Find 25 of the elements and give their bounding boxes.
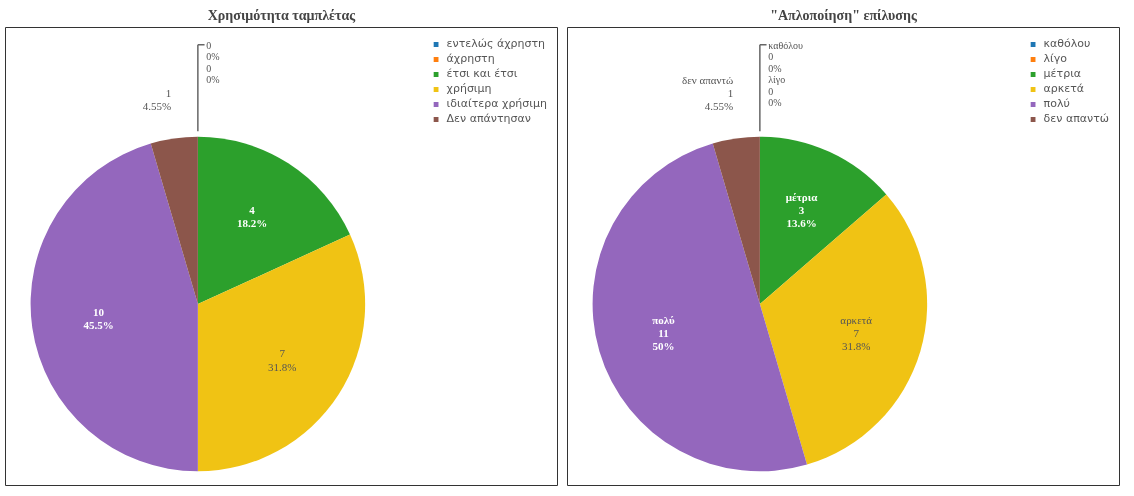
legend-label: Δεν απάντησαν	[446, 112, 531, 125]
legend-label: μέτρια	[1043, 67, 1082, 80]
legend-label: λίγο	[1043, 52, 1068, 65]
data-label: δεν απαντώ 1 4.55%	[681, 74, 734, 113]
text: λίγο 0 0%	[768, 74, 786, 109]
legend-label: δεν απαντώ	[1043, 112, 1109, 125]
data-label: 4 18.2%	[237, 204, 268, 230]
legend-label: χρήσιμη	[446, 82, 492, 95]
legend-label: εντελώς άχρηστη	[446, 37, 546, 50]
legend-label: ιδιαίτερα χρήσιμη	[446, 97, 547, 110]
legend-label: αρκετά	[1043, 82, 1085, 95]
legend-label: έτσι και έτσι	[446, 67, 518, 80]
text: 0 0%	[206, 39, 220, 63]
data-label: μέτρια 3 13.6%	[785, 190, 819, 229]
chart-title: Χρησιμότητα ταμπλέτας	[207, 7, 357, 23]
data-label: αρκετά 7 31.8%	[840, 314, 873, 353]
legend-label: καθόλου	[1043, 37, 1091, 50]
data-label: 7 31.8%	[268, 347, 297, 373]
data-label: 1 4.55%	[142, 87, 172, 113]
legend-label: πολύ	[1043, 97, 1070, 110]
legend-label: άχρηστη	[446, 52, 495, 65]
chart-title: "Απλοποίηση" επίλυσης	[770, 7, 918, 23]
data-label: 10 45.5%	[83, 306, 114, 332]
data-label: πολύ 11 50%	[652, 314, 676, 353]
text: 0 0%	[206, 62, 220, 86]
